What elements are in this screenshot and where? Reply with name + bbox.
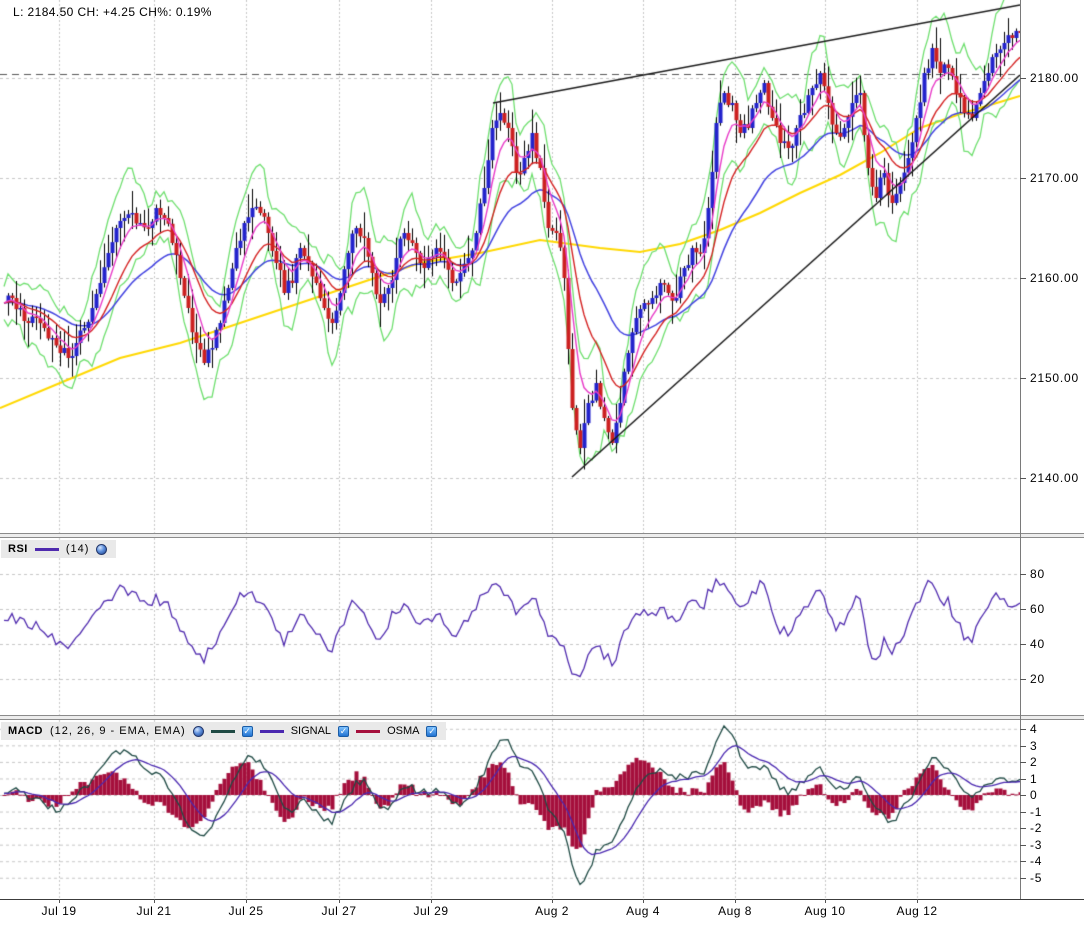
signal-label: SIGNAL bbox=[291, 725, 331, 737]
rsi-axis-tick bbox=[1020, 574, 1026, 575]
panel-separator[interactable] bbox=[0, 533, 1084, 538]
price-axis-label: 2180.00 bbox=[1030, 71, 1079, 85]
rsi-axis-tick bbox=[1020, 609, 1026, 610]
rsi-settings-globe-icon[interactable] bbox=[96, 544, 107, 555]
macd-axis-tick bbox=[1020, 861, 1026, 862]
price-axis-border bbox=[1020, 0, 1021, 899]
macd-axis-label: -4 bbox=[1030, 854, 1042, 868]
macd-axis-label: -3 bbox=[1030, 838, 1042, 852]
date-tick bbox=[246, 899, 247, 903]
rsi-axis-label: 60 bbox=[1030, 602, 1045, 616]
macd-header: MACD (12, 26, 9 - EMA, EMA) ✓ SIGNAL ✓ O… bbox=[1, 722, 446, 740]
date-tick bbox=[917, 899, 918, 903]
price-chart-canvas[interactable] bbox=[0, 0, 1020, 533]
macd-line-swatch bbox=[211, 730, 235, 733]
date-label: Jul 21 bbox=[136, 904, 171, 918]
trading-chart: L: 2184.50 CH: +4.25 CH%: 0.19% RSI (14)… bbox=[0, 0, 1084, 925]
date-label: Jul 25 bbox=[228, 904, 263, 918]
rsi-axis-label: 40 bbox=[1030, 637, 1045, 651]
price-axis-label: 2170.00 bbox=[1030, 171, 1079, 185]
osma-swatch bbox=[356, 730, 380, 733]
macd-axis-label: 3 bbox=[1030, 739, 1037, 753]
rsi-axis-tick bbox=[1020, 679, 1026, 680]
date-label: Aug 2 bbox=[535, 904, 569, 918]
macd-axis-tick bbox=[1020, 878, 1026, 879]
date-label: Aug 8 bbox=[718, 904, 752, 918]
price-axis-tick bbox=[1020, 478, 1026, 479]
rsi-chart-canvas[interactable] bbox=[0, 538, 1020, 715]
date-tick bbox=[339, 899, 340, 903]
time-axis-border bbox=[0, 899, 1084, 900]
date-label: Aug 10 bbox=[804, 904, 845, 918]
macd-axis-tick bbox=[1020, 729, 1026, 730]
date-label: Aug 12 bbox=[896, 904, 937, 918]
macd-chart-canvas[interactable] bbox=[0, 720, 1020, 899]
price-axis-tick bbox=[1020, 378, 1026, 379]
rsi-header: RSI (14) bbox=[1, 540, 116, 558]
date-tick bbox=[431, 899, 432, 903]
price-axis-label: 2140.00 bbox=[1030, 471, 1079, 485]
price-axis-tick bbox=[1020, 178, 1026, 179]
macd-axis-label: 4 bbox=[1030, 722, 1037, 736]
macd-title: MACD bbox=[8, 725, 43, 737]
price-axis-tick bbox=[1020, 78, 1026, 79]
macd-axis-label: 2 bbox=[1030, 755, 1037, 769]
macd-axis-label: 0 bbox=[1030, 788, 1037, 802]
rsi-axis-label: 20 bbox=[1030, 672, 1045, 686]
macd-axis-label: -5 bbox=[1030, 871, 1042, 885]
macd-axis-label: 1 bbox=[1030, 772, 1037, 786]
panel-separator[interactable] bbox=[0, 715, 1084, 720]
osma-label: OSMA bbox=[387, 725, 419, 737]
macd-axis-tick bbox=[1020, 762, 1026, 763]
last-price-ticker: L: 2184.50 CH: +4.25 CH%: 0.19% bbox=[13, 5, 212, 19]
date-label: Jul 29 bbox=[413, 904, 448, 918]
date-tick bbox=[825, 899, 826, 903]
rsi-axis-label: 80 bbox=[1030, 567, 1045, 581]
signal-checkbox[interactable]: ✓ bbox=[338, 726, 349, 737]
price-axis-label: 2150.00 bbox=[1030, 371, 1079, 385]
date-label: Jul 19 bbox=[41, 904, 76, 918]
macd-axis-tick bbox=[1020, 746, 1026, 747]
macd-axis-tick bbox=[1020, 779, 1026, 780]
macd-axis-label: -1 bbox=[1030, 805, 1042, 819]
osma-checkbox[interactable]: ✓ bbox=[426, 726, 437, 737]
date-label: Jul 27 bbox=[321, 904, 356, 918]
rsi-title: RSI bbox=[8, 543, 28, 555]
macd-axis-label: -2 bbox=[1030, 821, 1042, 835]
date-tick bbox=[735, 899, 736, 903]
price-axis-label: 2160.00 bbox=[1030, 271, 1079, 285]
macd-axis-tick bbox=[1020, 795, 1026, 796]
macd-axis-tick bbox=[1020, 812, 1026, 813]
rsi-params: (14) bbox=[66, 543, 90, 555]
date-label: Aug 4 bbox=[626, 904, 660, 918]
rsi-line-swatch bbox=[35, 548, 59, 551]
macd-settings-globe-icon[interactable] bbox=[193, 726, 204, 737]
date-tick bbox=[154, 899, 155, 903]
macd-line-checkbox[interactable]: ✓ bbox=[242, 726, 253, 737]
macd-axis-tick bbox=[1020, 828, 1026, 829]
price-axis-tick bbox=[1020, 278, 1026, 279]
date-tick bbox=[59, 899, 60, 903]
macd-params: (12, 26, 9 - EMA, EMA) bbox=[50, 725, 186, 737]
macd-axis-tick bbox=[1020, 845, 1026, 846]
signal-line-swatch bbox=[260, 730, 284, 733]
rsi-axis-tick bbox=[1020, 644, 1026, 645]
date-tick bbox=[643, 899, 644, 903]
date-tick bbox=[552, 899, 553, 903]
